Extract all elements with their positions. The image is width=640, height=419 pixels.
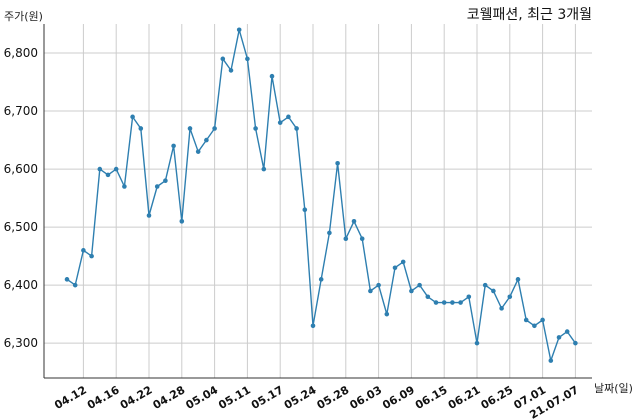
data-point: [113, 166, 119, 172]
data-point: [384, 311, 390, 317]
x-tick-label: 06.25: [479, 383, 516, 412]
data-point: [523, 317, 529, 323]
data-point: [286, 114, 291, 120]
x-tick-label: 05.24: [282, 383, 319, 412]
data-point: [450, 300, 455, 305]
data-point: [130, 114, 135, 120]
data-point: [392, 265, 398, 271]
x-tick-label: 05.17: [249, 383, 286, 412]
y-tick-label: 6,500: [4, 220, 38, 234]
y-tick-label: 6,400: [4, 278, 38, 292]
axes: [43, 24, 592, 379]
data-point: [458, 300, 463, 305]
data-point: [163, 178, 168, 183]
data-point: [236, 27, 242, 33]
y-tick-label: 6,700: [4, 104, 38, 118]
data-point: [491, 288, 496, 294]
data-point: [245, 56, 250, 62]
y-axis-label: 주가(원): [4, 10, 43, 23]
data-point: [179, 219, 185, 224]
data-point: [146, 213, 152, 218]
data-point: [425, 294, 431, 300]
data-point: [433, 300, 439, 305]
data-point: [89, 253, 94, 259]
data-point: [277, 120, 283, 125]
series-line: [66, 29, 576, 362]
data-point: [318, 277, 324, 282]
data-point: [573, 340, 578, 346]
data-point: [294, 126, 299, 131]
data-point: [409, 288, 414, 294]
data-point: [154, 184, 160, 189]
data-point: [351, 219, 357, 224]
x-tick-label: 04.28: [151, 383, 188, 412]
data-point: [138, 126, 144, 131]
data-point: [499, 306, 504, 311]
data-point: [335, 160, 340, 166]
series-group: [64, 27, 578, 363]
x-tick-labels: 04.1204.1604.2204.2805.0405.1105.1705.24…: [52, 383, 581, 419]
data-point: [327, 230, 332, 236]
data-point: [105, 172, 111, 178]
y-tick-labels: 6,300 6,400 6,500 6,600 6,700 6,800: [4, 46, 38, 350]
grid-lines: [44, 24, 592, 378]
data-point: [556, 335, 562, 340]
data-point: [532, 323, 537, 329]
data-point: [540, 317, 545, 323]
x-tick-label: 05.28: [315, 383, 352, 412]
data-point: [343, 236, 349, 242]
x-tick-label: 06.03: [347, 383, 384, 412]
data-point: [228, 68, 234, 73]
data-point: [269, 73, 275, 79]
data-point: [261, 166, 267, 172]
y-tick-label: 6,300: [4, 336, 38, 350]
data-point: [212, 126, 217, 131]
x-tick-label: 05.04: [183, 383, 220, 412]
x-tick-label: 04.16: [85, 383, 122, 412]
data-point: [417, 282, 422, 288]
data-point: [466, 294, 472, 300]
data-point: [359, 236, 365, 242]
data-point: [474, 340, 480, 346]
data-point: [195, 149, 201, 154]
data-point: [548, 358, 554, 363]
x-axis-label: 날짜(일): [594, 382, 633, 395]
data-point: [368, 288, 373, 294]
data-point: [187, 126, 193, 131]
data-point: [204, 137, 209, 143]
data-point: [441, 300, 447, 305]
x-tick-label: 04.22: [118, 383, 155, 412]
y-tick-label: 6,600: [4, 162, 38, 176]
data-point: [122, 184, 127, 189]
data-point: [302, 207, 308, 213]
data-point: [400, 259, 406, 265]
data-point: [97, 166, 103, 172]
data-point: [64, 277, 70, 282]
data-point: [507, 294, 513, 300]
x-tick-label: 04.12: [52, 383, 89, 412]
x-tick-label: 06.21: [446, 383, 483, 412]
data-point: [564, 329, 570, 334]
data-point: [171, 143, 176, 149]
y-tick-label: 6,800: [4, 46, 38, 60]
data-point: [482, 282, 488, 288]
data-point: [376, 282, 381, 288]
data-point: [310, 323, 316, 329]
data-point: [515, 277, 521, 282]
data-point: [81, 248, 86, 253]
data-point: [72, 282, 78, 288]
data-point: [220, 56, 226, 62]
chart-title: 코웰패션, 최근 3개월: [466, 7, 592, 23]
x-tick-label: 06.15: [413, 383, 450, 412]
x-tick-label: 06.09: [380, 383, 417, 412]
data-point: [253, 126, 258, 131]
x-tick-label: 05.11: [216, 383, 253, 412]
